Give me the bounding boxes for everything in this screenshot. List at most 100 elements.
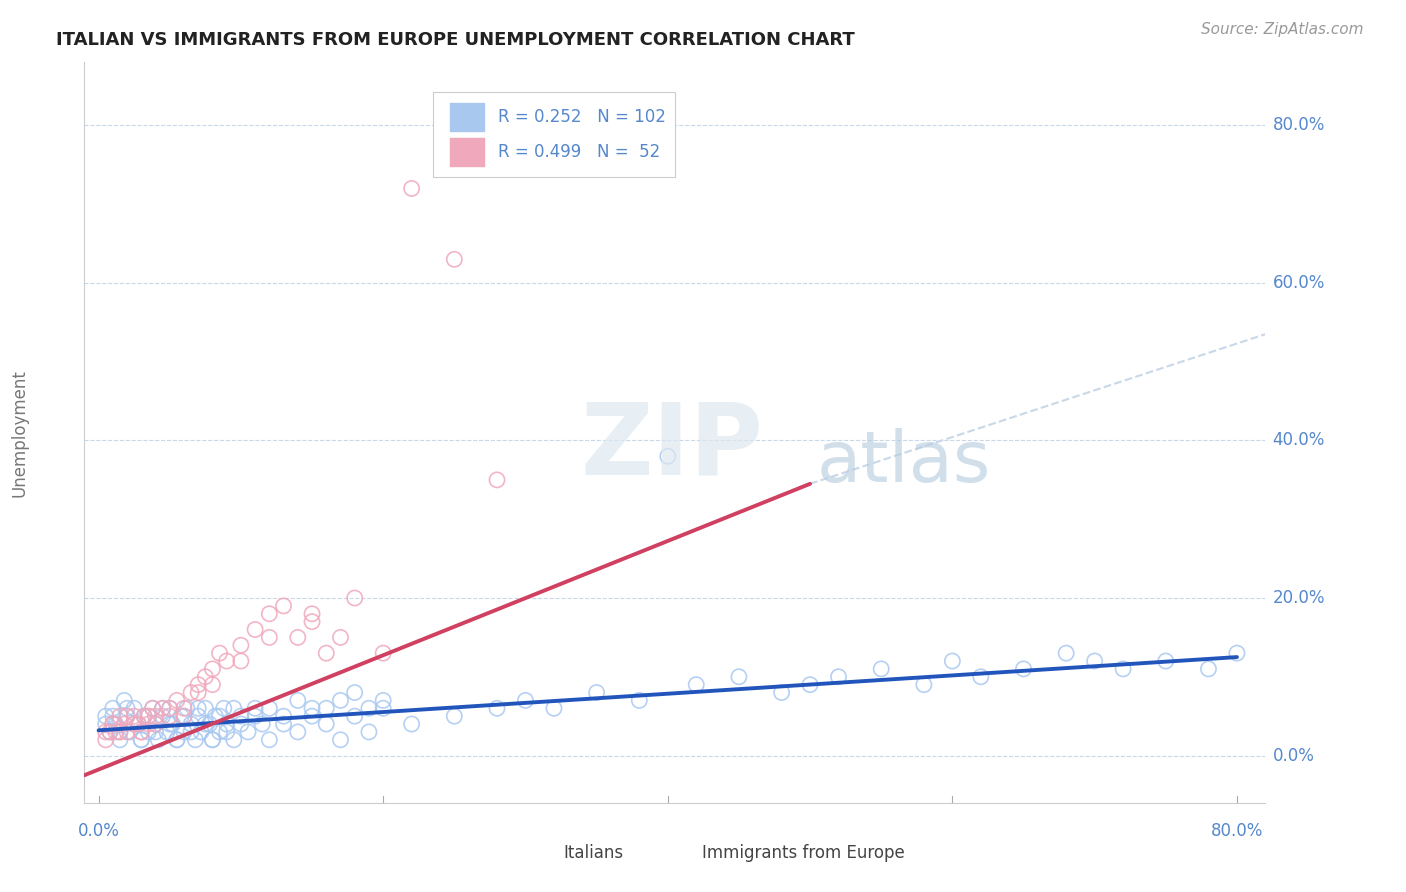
- Text: 0.0%: 0.0%: [77, 822, 120, 840]
- Point: [194, 670, 217, 684]
- Point: [173, 709, 195, 723]
- Point: [215, 725, 238, 739]
- Text: ITALIAN VS IMMIGRANTS FROM EUROPE UNEMPLOYMENT CORRELATION CHART: ITALIAN VS IMMIGRANTS FROM EUROPE UNEMPL…: [56, 31, 855, 49]
- Point: [201, 732, 224, 747]
- Point: [252, 717, 274, 731]
- Point: [166, 732, 188, 747]
- Point: [122, 717, 145, 731]
- Point: [101, 709, 124, 723]
- Point: [176, 701, 198, 715]
- Point: [1154, 654, 1177, 668]
- FancyBboxPatch shape: [669, 842, 695, 864]
- Point: [145, 717, 167, 731]
- Point: [108, 709, 131, 723]
- Point: [159, 717, 181, 731]
- Point: [1054, 646, 1077, 660]
- Point: [115, 725, 138, 739]
- Point: [208, 725, 231, 739]
- Point: [1198, 662, 1220, 676]
- Point: [1226, 646, 1249, 660]
- Point: [401, 181, 423, 195]
- Point: [315, 646, 337, 660]
- Point: [187, 678, 209, 692]
- Point: [180, 685, 202, 699]
- Point: [243, 701, 266, 715]
- Point: [373, 701, 395, 715]
- Point: [198, 717, 221, 731]
- Point: [142, 701, 165, 715]
- Point: [1084, 654, 1107, 668]
- Point: [329, 693, 352, 707]
- Point: [187, 709, 209, 723]
- Point: [173, 701, 195, 715]
- Point: [166, 693, 188, 707]
- Point: [145, 717, 167, 731]
- Point: [443, 709, 465, 723]
- Point: [94, 709, 117, 723]
- Point: [685, 678, 707, 692]
- Point: [259, 732, 281, 747]
- Point: [194, 717, 217, 731]
- Point: [194, 701, 217, 715]
- Point: [657, 449, 679, 463]
- Text: Source: ZipAtlas.com: Source: ZipAtlas.com: [1201, 22, 1364, 37]
- Point: [112, 717, 135, 731]
- Point: [101, 701, 124, 715]
- Point: [343, 591, 366, 605]
- Point: [485, 473, 508, 487]
- Point: [138, 717, 160, 731]
- Point: [115, 709, 138, 723]
- Point: [187, 701, 209, 715]
- Point: [401, 717, 423, 731]
- Point: [108, 732, 131, 747]
- Point: [799, 678, 821, 692]
- Point: [585, 685, 607, 699]
- Point: [184, 732, 207, 747]
- Text: Immigrants from Europe: Immigrants from Europe: [702, 844, 905, 863]
- Point: [273, 599, 295, 613]
- Text: 80.0%: 80.0%: [1272, 117, 1324, 135]
- Point: [162, 717, 184, 731]
- Point: [301, 701, 323, 715]
- Point: [373, 646, 395, 660]
- Point: [129, 732, 152, 747]
- Point: [243, 623, 266, 637]
- Point: [94, 717, 117, 731]
- Point: [122, 701, 145, 715]
- Text: 0.0%: 0.0%: [1272, 747, 1315, 764]
- Text: Unemployment: Unemployment: [10, 368, 28, 497]
- Point: [101, 717, 124, 731]
- Point: [204, 709, 226, 723]
- Point: [287, 631, 309, 645]
- Point: [127, 717, 149, 731]
- Point: [273, 717, 295, 731]
- Point: [259, 631, 281, 645]
- Point: [201, 678, 224, 692]
- Point: [236, 725, 259, 739]
- Point: [170, 709, 193, 723]
- Point: [122, 709, 145, 723]
- Text: atlas: atlas: [817, 428, 991, 497]
- Point: [229, 638, 252, 652]
- Point: [138, 725, 160, 739]
- Point: [173, 725, 195, 739]
- Text: R = 0.499   N =  52: R = 0.499 N = 52: [498, 143, 659, 161]
- Point: [443, 252, 465, 267]
- Point: [287, 725, 309, 739]
- Point: [1112, 662, 1135, 676]
- Text: 60.0%: 60.0%: [1272, 274, 1324, 292]
- Point: [134, 709, 156, 723]
- Point: [315, 701, 337, 715]
- Point: [98, 725, 121, 739]
- Point: [329, 732, 352, 747]
- Point: [315, 717, 337, 731]
- Point: [259, 701, 281, 715]
- Point: [543, 701, 565, 715]
- Point: [134, 709, 156, 723]
- Point: [870, 662, 893, 676]
- Point: [180, 725, 202, 739]
- Point: [138, 709, 160, 723]
- Point: [208, 709, 231, 723]
- Point: [273, 709, 295, 723]
- Point: [156, 725, 179, 739]
